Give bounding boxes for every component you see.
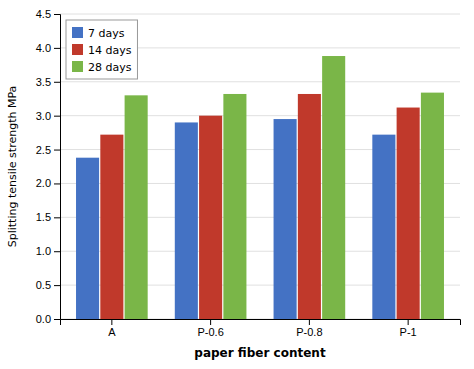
tick: 2.0 [36,177,60,189]
tick: 0.0 [36,313,60,325]
bar [274,119,297,319]
tick: 4.0 [36,42,60,54]
legend-label: 28 days [88,61,132,74]
tick-mark [210,319,211,325]
tick: P-1 [400,319,417,338]
legend-swatch [72,27,83,38]
tick-label: 0.0 [36,313,51,325]
tick: A [108,319,116,338]
tick-label: 0.5 [36,279,51,291]
bar [199,116,222,319]
bar [223,94,246,319]
tick-label: P-0.8 [296,326,322,338]
tick: 1.5 [36,211,60,223]
tick-label: 3.0 [36,110,51,122]
tick-mark [54,285,60,286]
bars [76,56,444,319]
tick-mark [54,116,60,117]
legend-item: 14 days [72,44,132,57]
tick-mark [54,183,60,184]
y-axis-title: Splitting tensile strength MPa [6,86,19,248]
legend-swatch [72,61,83,72]
grid-line [60,81,460,82]
bar [76,158,99,319]
bar [397,108,420,319]
axis-line [61,320,461,326]
y-axis: 0.0 0.5 1.0 1.5 2.0 2.5 3.0 3.5 4.0 4.5 [36,8,61,325]
x-axis: A P-0.6 P-0.8 P-1 [61,319,461,338]
tick-mark [54,48,60,49]
legend-item: 28 days [72,61,132,74]
tick-label: 1.5 [36,211,51,223]
legend-box [66,20,137,79]
tick-mark [54,150,60,151]
tick: 4.5 [36,8,60,20]
grid [60,14,460,319]
bar [372,135,395,319]
plot: 0.0 0.5 1.0 1.5 2.0 2.5 3.0 3.5 4.0 4.5 A P-0.6 P-0.… [36,8,461,338]
tick-mark [309,319,310,325]
tick-mark [54,251,60,252]
tick-mark [54,82,60,83]
tick-label: 1.0 [36,245,51,257]
tick-label: A [108,326,116,338]
tick: P-0.6 [197,319,223,338]
legend: 7 days 14 days 28 days [66,20,137,79]
tick-mark [111,319,112,325]
tick-label: P-0.6 [197,326,223,338]
bar [298,94,321,319]
tick: 3.5 [36,76,60,88]
tick-label: 4.0 [36,42,51,54]
tick-label: 3.5 [36,76,51,88]
chart: 0.0 0.5 1.0 1.5 2.0 2.5 3.0 3.5 4.0 4.5 A P-0.6 P-0.… [0,0,474,369]
legend-swatch [72,44,83,55]
bar [421,93,444,319]
tick: 2.5 [36,144,60,156]
legend-label: 14 days [88,44,132,57]
bar [100,135,123,319]
tick: 3.0 [36,110,60,122]
legend-item: 7 days [72,27,125,40]
tick-label: P-1 [400,326,417,338]
axis-line [54,15,61,320]
tick: P-0.8 [296,319,322,338]
tick-label: 2.5 [36,144,51,156]
bar [322,56,345,319]
bar [125,95,148,319]
x-axis-title: paper fiber content [194,346,326,360]
grid-line [60,14,460,15]
legend-label: 7 days [88,27,125,40]
tick-label: 2.0 [36,177,51,189]
tick-mark [54,217,60,218]
tick: 0.5 [36,279,60,291]
tick-mark [54,14,60,15]
tick-mark [408,319,409,325]
tick: 1.0 [36,245,60,257]
bar [175,122,198,319]
tick-label: 4.5 [36,8,51,20]
tick-mark [54,319,60,320]
